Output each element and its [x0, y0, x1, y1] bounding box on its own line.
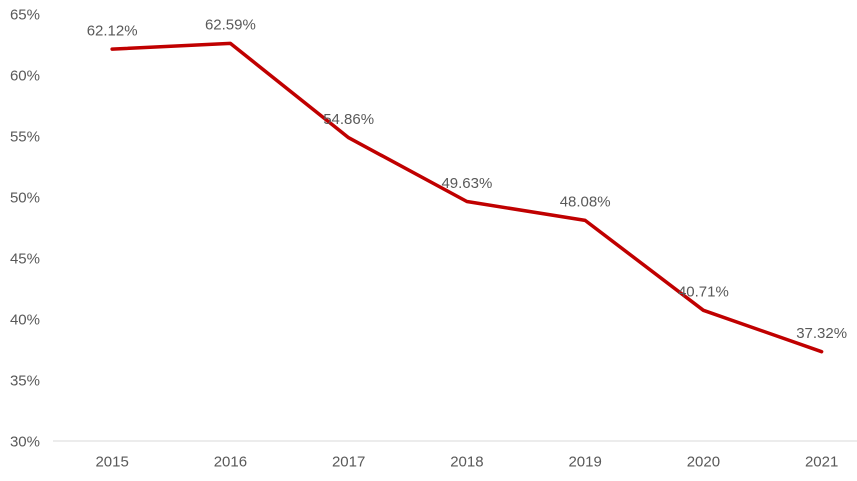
- data-label: 62.12%: [87, 22, 138, 39]
- data-label: 37.32%: [796, 325, 847, 342]
- x-axis-tick-label: 2018: [450, 453, 483, 470]
- data-label: 40.71%: [678, 284, 729, 301]
- x-axis-tick-label: 2020: [687, 453, 720, 470]
- x-axis-tick-label: 2015: [95, 453, 128, 470]
- y-axis-tick-label: 60%: [10, 67, 40, 84]
- data-label: 48.08%: [560, 194, 611, 211]
- x-axis-tick-label: 2021: [805, 453, 838, 470]
- y-axis-tick-label: 35%: [10, 372, 40, 389]
- x-axis-tick-label: 2017: [332, 453, 365, 470]
- y-axis-tick-label: 30%: [10, 433, 40, 450]
- y-axis-tick-label: 45%: [10, 250, 40, 267]
- x-axis-tick-label: 2016: [214, 453, 247, 470]
- data-label: 54.86%: [323, 111, 374, 128]
- data-label: 62.59%: [205, 17, 256, 34]
- y-axis-tick-label: 40%: [10, 311, 40, 328]
- series-line: [110, 41, 824, 354]
- y-axis-tick-label: 65%: [10, 6, 40, 23]
- y-axis-tick-label: 55%: [10, 128, 40, 145]
- x-axis-tick-label: 2019: [568, 453, 601, 470]
- y-axis-tick-label: 50%: [10, 189, 40, 206]
- data-label: 49.63%: [441, 175, 492, 192]
